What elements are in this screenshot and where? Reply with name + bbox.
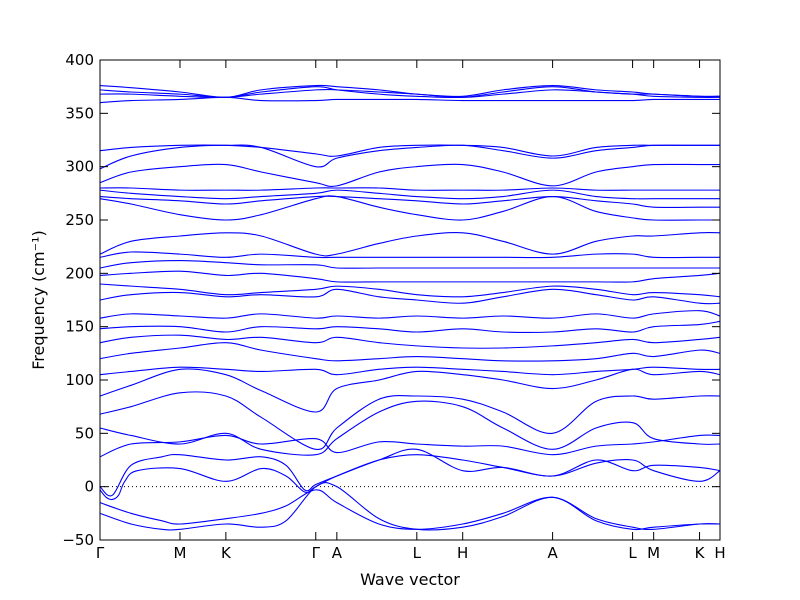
band-line-8 bbox=[99, 368, 721, 413]
band-line-10 bbox=[99, 342, 721, 362]
x-tick-label: Γ bbox=[312, 544, 321, 562]
x-tick-label: K bbox=[695, 544, 706, 562]
y-axis-ticks: −50 0 50 100 150 200 250 300 350 400 bbox=[62, 51, 720, 549]
y-tick-label: 0 bbox=[84, 478, 94, 496]
band-line-16 bbox=[99, 270, 721, 283]
band-line-23 bbox=[99, 187, 720, 191]
band-line-30 bbox=[99, 84, 721, 98]
x-tick-label: K bbox=[221, 544, 232, 562]
band-line-18 bbox=[99, 251, 720, 259]
band-line-6 bbox=[99, 400, 721, 456]
band-line-9 bbox=[99, 366, 721, 376]
x-tick-label: A bbox=[547, 544, 558, 562]
x-axis-label: Wave vector bbox=[360, 570, 460, 589]
x-tick-label: H bbox=[714, 544, 725, 562]
x-tick-label: A bbox=[332, 544, 343, 562]
band-line-15 bbox=[99, 283, 721, 298]
band-line-22 bbox=[99, 189, 720, 200]
y-tick-label: 150 bbox=[65, 318, 94, 336]
band-line-19 bbox=[99, 232, 721, 257]
phonon-bands bbox=[99, 84, 721, 531]
band-line-14 bbox=[99, 288, 721, 305]
band-line-21 bbox=[99, 195, 720, 208]
band-line-12 bbox=[99, 320, 721, 333]
y-tick-label: 300 bbox=[65, 158, 94, 176]
x-tick-label: M bbox=[174, 544, 187, 562]
x-tick-label: L bbox=[413, 544, 422, 562]
y-tick-label: 50 bbox=[75, 424, 94, 442]
band-line-26 bbox=[99, 144, 720, 157]
y-tick-label: −50 bbox=[62, 531, 94, 549]
band-line-11 bbox=[99, 334, 721, 349]
x-tick-label: Γ bbox=[96, 544, 105, 562]
band-line-17 bbox=[99, 259, 720, 269]
band-line-5 bbox=[99, 434, 721, 458]
band-line-2 bbox=[99, 448, 721, 497]
y-tick-label: 350 bbox=[65, 104, 94, 122]
y-tick-label: 250 bbox=[65, 211, 94, 229]
band-line-24 bbox=[99, 163, 720, 187]
band-line-3 bbox=[99, 489, 721, 531]
x-tick-label: H bbox=[457, 544, 468, 562]
y-axis-label: Frequency (cm⁻¹) bbox=[29, 230, 48, 369]
band-line-4 bbox=[99, 481, 721, 531]
band-line-13 bbox=[99, 310, 721, 319]
y-tick-label: 200 bbox=[65, 264, 94, 282]
x-tick-label: L bbox=[628, 544, 637, 562]
y-tick-label: 400 bbox=[65, 51, 94, 69]
x-tick-label: M bbox=[647, 544, 660, 562]
band-line-20 bbox=[99, 195, 720, 221]
band-line-7 bbox=[99, 391, 721, 450]
y-tick-label: 100 bbox=[65, 371, 94, 389]
plot-frame bbox=[99, 59, 721, 541]
